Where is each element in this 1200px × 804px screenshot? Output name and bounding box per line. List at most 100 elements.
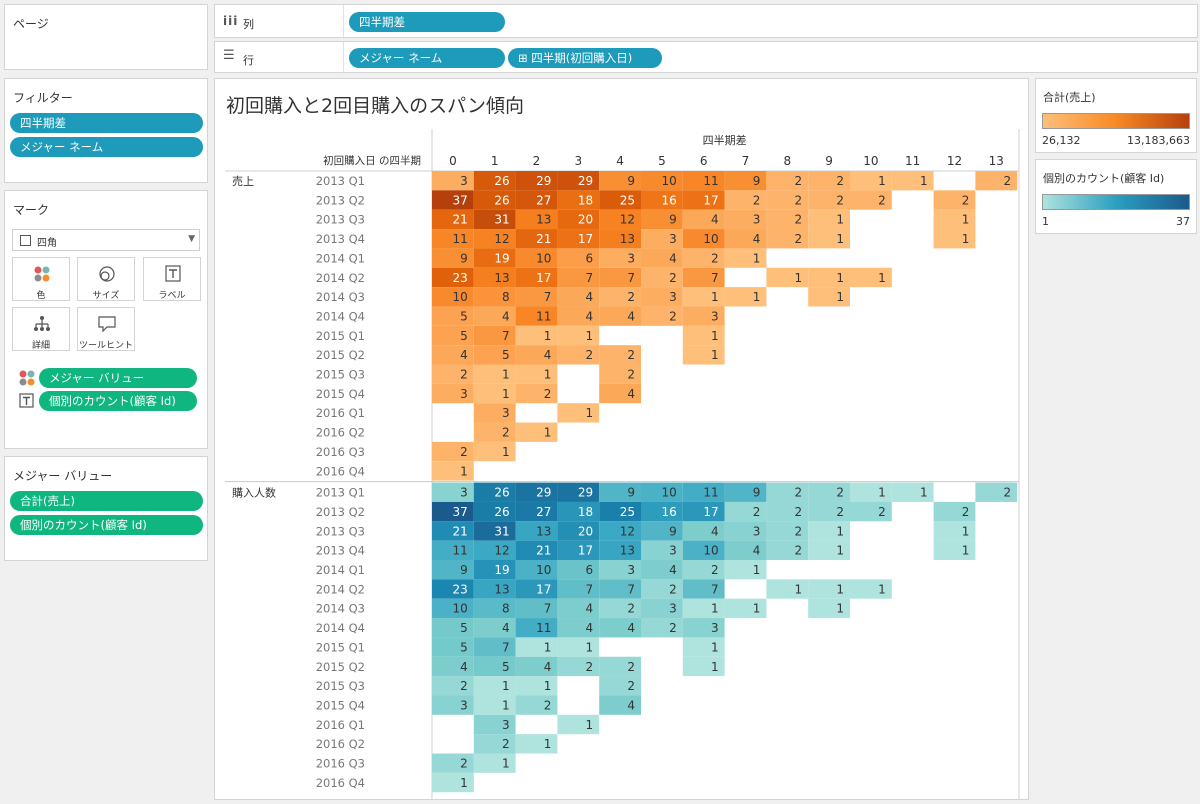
heatmap-cell bbox=[432, 383, 474, 404]
cell-label: 4 bbox=[669, 563, 677, 577]
heatmap-cell bbox=[557, 229, 600, 249]
heatmap-cell bbox=[724, 190, 767, 210]
heatmap-cell bbox=[473, 482, 516, 502]
legend-count-panel[interactable]: 個別のカウント(顧客 Id) 1 37 bbox=[1035, 159, 1197, 234]
heatmap-cell bbox=[682, 598, 725, 619]
cell-label: 13 bbox=[536, 524, 551, 538]
color-button[interactable]: 色 bbox=[12, 257, 70, 301]
heatmap-cell bbox=[515, 248, 558, 268]
column-header-3: 3 bbox=[574, 154, 582, 168]
cell-label: 1 bbox=[544, 640, 552, 654]
cell-label: 2 bbox=[836, 193, 844, 207]
cell-label: 1 bbox=[753, 563, 761, 577]
heatmap-cell bbox=[515, 637, 558, 657]
cell-label: 3 bbox=[502, 718, 510, 732]
heatmap-cell bbox=[473, 190, 516, 210]
column-header-13: 13 bbox=[989, 154, 1004, 168]
cell-label: 7 bbox=[586, 271, 594, 285]
cell-label: 1 bbox=[878, 582, 886, 596]
cell-label: 1 bbox=[460, 776, 468, 790]
cell-label: 1 bbox=[502, 445, 510, 459]
cell-label: 3 bbox=[460, 174, 468, 188]
rows-pill-measure-names[interactable]: メジャー ネーム bbox=[349, 48, 505, 68]
detail-button[interactable]: 詳細 bbox=[12, 307, 70, 351]
heatmap-cell bbox=[473, 540, 516, 560]
heatmap-cell bbox=[599, 598, 641, 619]
cell-label: 4 bbox=[627, 309, 635, 323]
cell-label: 29 bbox=[578, 174, 593, 188]
cell-label: 10 bbox=[453, 602, 468, 616]
cell-label: 5 bbox=[460, 309, 468, 323]
rows-shelf[interactable]: ☰ 行 メジャー ネーム ⊞ 四半期(初回購入日) bbox=[214, 41, 1198, 74]
cell-label: 1 bbox=[836, 524, 844, 538]
rows-label: 行 bbox=[243, 54, 254, 67]
measure-pill-distinct-count[interactable]: 個別のカウント(顧客 Id) bbox=[10, 515, 203, 535]
heatmap-cell bbox=[724, 482, 767, 502]
legend-sales-title: 合計(売上) bbox=[1043, 91, 1096, 104]
column-header-2: 2 bbox=[533, 154, 541, 168]
tooltip-button[interactable]: ツールヒント bbox=[77, 307, 135, 351]
cell-label: 3 bbox=[753, 524, 761, 538]
filters-panel[interactable]: フィルター 四半期差 メジャー ネーム bbox=[4, 78, 208, 183]
square-icon bbox=[20, 235, 31, 246]
heatmap-cell bbox=[808, 171, 850, 191]
columns-pill-quarter-diff[interactable]: 四半期差 bbox=[349, 12, 505, 32]
cell-label: 1 bbox=[836, 544, 844, 558]
cell-label: 2 bbox=[460, 368, 468, 382]
heatmap-cell bbox=[682, 579, 725, 599]
cell-label: 25 bbox=[620, 193, 635, 207]
pages-panel[interactable]: ページ bbox=[4, 4, 208, 70]
cell-label: 11 bbox=[703, 174, 718, 188]
cell-label: 2 bbox=[669, 271, 677, 285]
cell-label: 2 bbox=[460, 757, 468, 771]
heatmap-cell bbox=[473, 287, 516, 307]
heatmap-cell bbox=[682, 287, 725, 307]
label-button[interactable]: ラベル bbox=[143, 257, 201, 301]
heatmap-cell bbox=[641, 598, 683, 619]
marks-panel[interactable]: マーク 四角 ▼ 色 サイズ ラベル 詳細 bbox=[4, 190, 208, 449]
mark-type-dropdown[interactable]: 四角 ▼ bbox=[12, 229, 200, 251]
heatmap-cell bbox=[599, 306, 641, 326]
legend-count-min: 1 bbox=[1042, 215, 1049, 228]
cell-label: 2 bbox=[795, 193, 803, 207]
cell-label: 1 bbox=[753, 290, 761, 304]
heatmap-cell bbox=[515, 364, 558, 384]
legend-sales-min: 26,132 bbox=[1042, 134, 1081, 147]
marks-pill-measure-values[interactable]: メジャー バリュー bbox=[39, 368, 197, 388]
heatmap-cell bbox=[599, 267, 641, 288]
heatmap-cell bbox=[473, 422, 516, 442]
cell-label: 1 bbox=[586, 718, 594, 732]
heatmap-cell bbox=[724, 287, 767, 307]
detail-label: 詳細 bbox=[31, 341, 50, 351]
heatmap-cell bbox=[473, 501, 516, 522]
cell-label: 4 bbox=[711, 213, 719, 227]
chart-panel[interactable]: 初回購入と2回目購入のスパン傾向 四半期差 初回購入日 の四半期 0 1 2 3 4 5 6 7 8 9… bbox=[214, 78, 1029, 800]
measure-values-panel[interactable]: メジャー バリュー 合計(売上) 個別のカウント(顧客 Id) bbox=[4, 456, 208, 561]
rows-pill-quarter-first-purchase[interactable]: ⊞ 四半期(初回購入日) bbox=[508, 48, 662, 68]
heatmap-cell bbox=[766, 482, 809, 502]
legend-sales-panel[interactable]: 合計(売上) 26,132 13,183,663 bbox=[1035, 78, 1197, 153]
cell-label: 37 bbox=[453, 505, 468, 519]
cell-label: 3 bbox=[669, 602, 677, 616]
heatmap-cell bbox=[641, 248, 683, 268]
marks-pill-distinct-count[interactable]: 個別のカウント(顧客 Id) bbox=[39, 391, 197, 411]
row-header: 2016 Q4 bbox=[316, 464, 365, 478]
heatmap-cell bbox=[515, 287, 558, 307]
heatmap-cell bbox=[599, 482, 641, 502]
size-button[interactable]: サイズ bbox=[77, 257, 135, 301]
cell-label: 5 bbox=[502, 348, 510, 362]
heatmap-cell bbox=[557, 540, 600, 560]
heatmap-cell bbox=[473, 753, 516, 773]
row-header: 2016 Q2 bbox=[316, 426, 365, 440]
heatmap-cell bbox=[432, 753, 474, 773]
filter-pill-measure-names[interactable]: メジャー ネーム bbox=[10, 137, 203, 157]
columns-shelf[interactable]: iii 列 四半期差 bbox=[214, 4, 1198, 39]
cell-label: 2 bbox=[460, 679, 468, 693]
legend-count-gradient bbox=[1042, 194, 1190, 210]
heatmap-cell bbox=[641, 560, 683, 580]
measure-pill-sum-sales[interactable]: 合計(売上) bbox=[10, 491, 203, 511]
heatmap-cell bbox=[557, 325, 600, 346]
filter-pill-quarter-diff[interactable]: 四半期差 bbox=[10, 113, 203, 133]
row-header: 2014 Q2 bbox=[316, 271, 365, 285]
cell-label: 7 bbox=[711, 582, 719, 596]
